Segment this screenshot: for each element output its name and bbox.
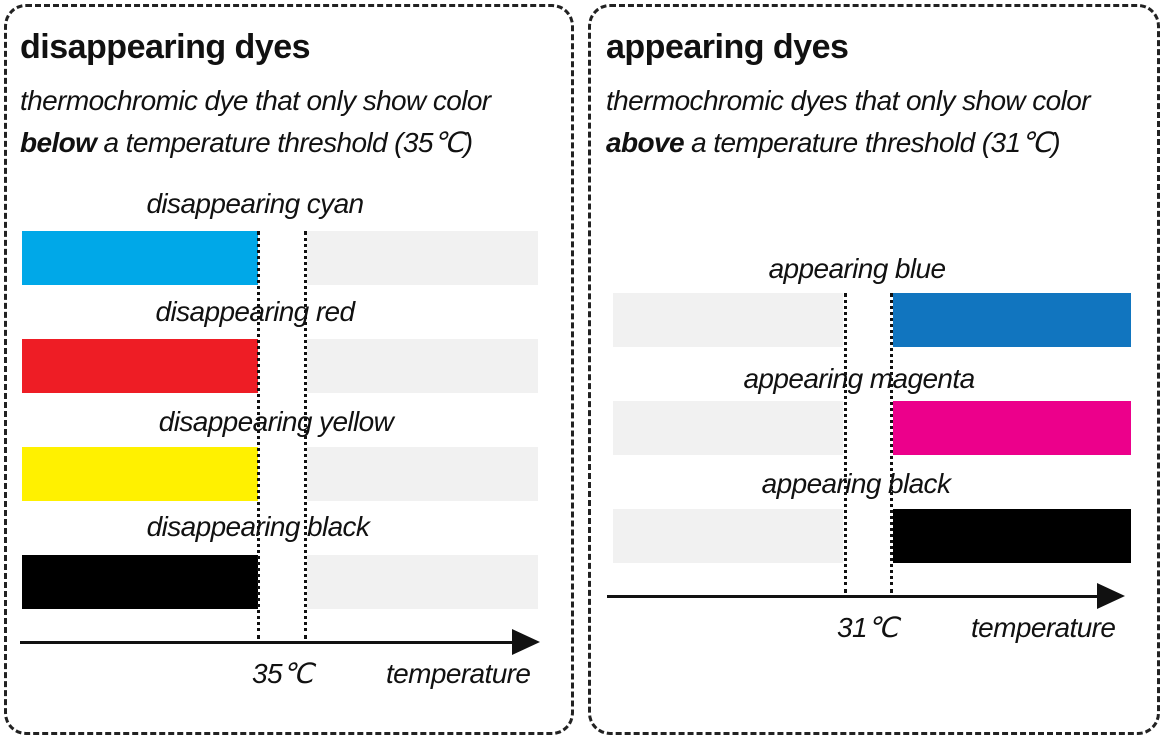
disappearing-dyes-title: disappearing dyes (20, 28, 311, 66)
appearing-subtitle-line1: thermochromic dyes that only show color (606, 85, 1091, 116)
threshold-label-31: 31℃ (837, 612, 898, 643)
arrow-right-icon (512, 629, 540, 655)
disappearing-dyes-panel (4, 4, 574, 735)
disappearing-black-bar (22, 555, 258, 609)
disappearing-yellow-bar (22, 447, 258, 501)
disappearing-red-label: disappearing red (155, 296, 356, 327)
appearing-black-bar (893, 509, 1131, 563)
disappearing-red-off-bar (307, 339, 538, 393)
disappearing-cyan-bar (22, 231, 258, 285)
disappearing-black-off-bar (307, 555, 538, 609)
appearing-blue-label: appearing blue (768, 253, 946, 284)
threshold-label-35: 35℃ (252, 658, 313, 689)
appearing-subtitle-emphasis: above (606, 127, 685, 158)
appearing-subtitle-rest: a temperature threshold (31℃) (683, 127, 1061, 158)
appearing-blue-off-bar (613, 293, 843, 347)
disappearing-yellow-label: disappearing yellow (158, 406, 394, 437)
disappearing-cyan-off-bar (307, 231, 538, 285)
threshold-end-line-left (304, 231, 307, 639)
threshold-start-line-right (844, 293, 847, 593)
appearing-dyes-title: appearing dyes (606, 28, 849, 66)
disappearing-yellow-off-bar (307, 447, 538, 501)
appearing-subtitle-line2: above a temperature threshold (31℃) (606, 122, 1061, 164)
threshold-start-line-left (257, 231, 260, 639)
temperature-axis-label-left: temperature (386, 658, 531, 689)
temperature-axis-label-right: temperature (971, 612, 1116, 643)
disappearing-subtitle-rest: a temperature threshold (35℃) (96, 127, 474, 158)
disappearing-cyan-label: disappearing cyan (146, 188, 364, 219)
appearing-black-label: appearing black (761, 468, 951, 499)
disappearing-subtitle-line1: thermochromic dye that only show color (20, 85, 491, 116)
disappearing-subtitle-emphasis: below (20, 127, 97, 158)
threshold-end-line-right (890, 293, 893, 593)
disappearing-red-bar (22, 339, 258, 393)
disappearing-subtitle-line2: below a temperature threshold (35℃) (20, 122, 474, 164)
appearing-magenta-off-bar (613, 401, 843, 455)
temperature-axis-left (20, 641, 515, 644)
appearing-magenta-bar (893, 401, 1131, 455)
appearing-blue-bar (893, 293, 1131, 347)
appearing-dyes-panel (588, 4, 1160, 735)
temperature-axis-right (607, 595, 1100, 598)
arrow-right-icon (1097, 583, 1125, 609)
appearing-magenta-label: appearing magenta (743, 363, 975, 394)
appearing-black-off-bar (613, 509, 843, 563)
